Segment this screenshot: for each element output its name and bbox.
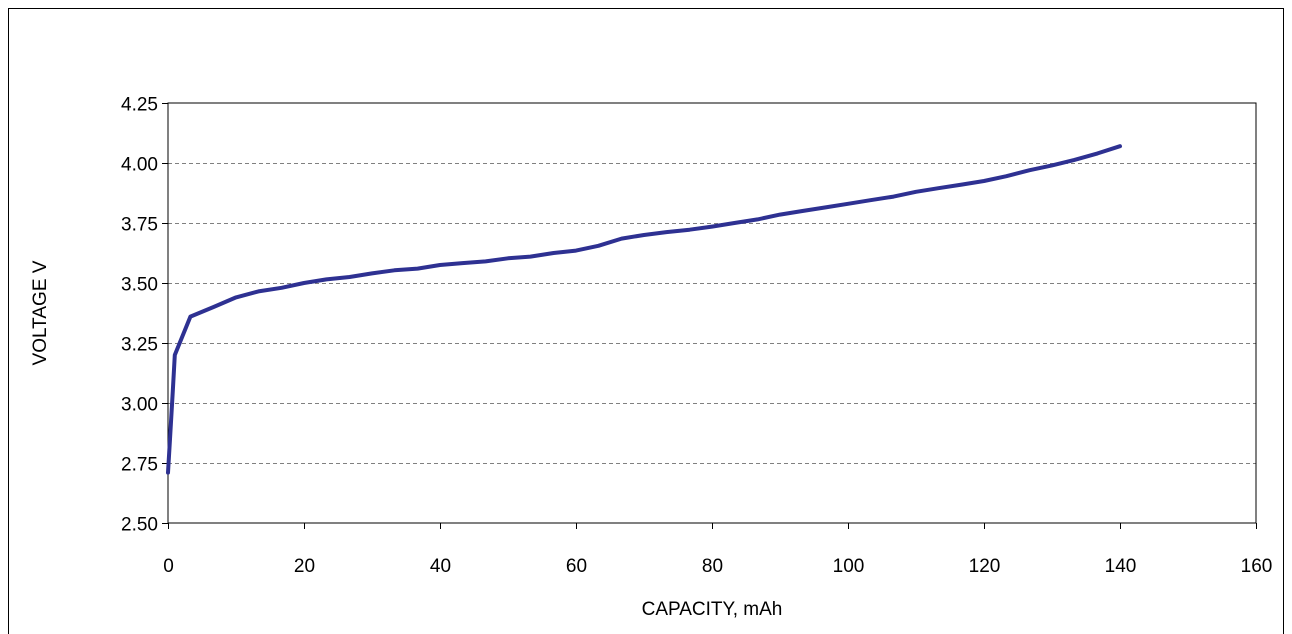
y-tick-label: 2.50 [121, 515, 158, 536]
series-line-voltage [166, 144, 1122, 475]
y-tick-label: 4.00 [121, 155, 158, 176]
y-tick-label: 3.50 [121, 275, 158, 296]
chart-frame [8, 8, 1284, 634]
x-tick-label: 0 [163, 556, 174, 577]
y-tick-label: 3.75 [121, 215, 158, 236]
y-axis-title: VOLTAGE V [30, 260, 51, 365]
x-tick-label: 120 [969, 556, 1001, 577]
x-tick-label: 100 [833, 556, 865, 577]
x-tick-label: 80 [702, 556, 723, 577]
x-axis: 0 20 40 60 80 100 120 140 160 [163, 523, 1272, 577]
x-axis-title: CAPACITY, mAh [642, 599, 783, 620]
y-tick-label: 4.25 [121, 95, 158, 116]
y-tick-label: 3.25 [121, 335, 158, 356]
x-tick-label: 60 [566, 556, 587, 577]
y-tick-label: 3.00 [121, 395, 158, 416]
y-axis: 2.50 2.75 3.00 3.25 3.50 3.75 4.00 4.25 [121, 95, 168, 536]
x-tick-label: 160 [1241, 556, 1273, 577]
gridlines [168, 163, 1256, 464]
x-tick-label: 40 [430, 556, 451, 577]
series-layer [166, 144, 1122, 475]
x-tick-label: 20 [294, 556, 315, 577]
x-tick-label: 140 [1105, 556, 1137, 577]
y-tick-label: 2.75 [121, 455, 158, 476]
